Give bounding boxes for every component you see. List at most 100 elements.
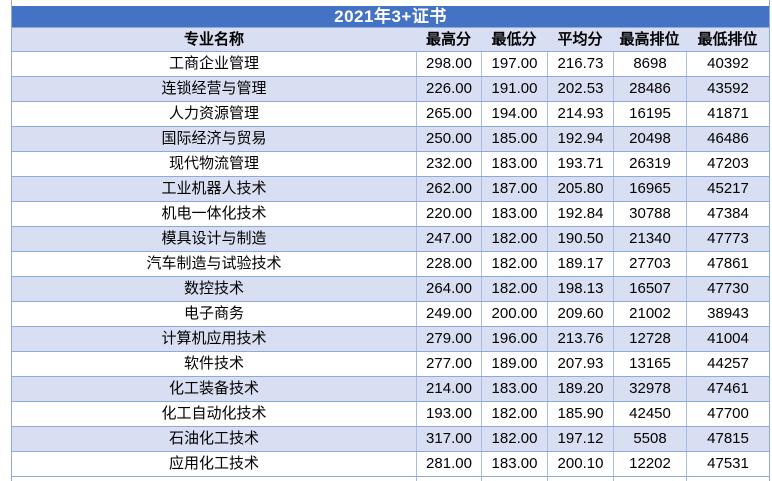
cell-highest-rank: 16965 xyxy=(613,177,686,201)
cell-lowest-rank: 47773 xyxy=(686,227,769,251)
table-row: 化工装备技术 214.00 183.00 189.20 32978 47461 xyxy=(12,377,769,402)
cell-avg-score: 190.50 xyxy=(547,227,613,251)
cell-lowest-rank: 41004 xyxy=(686,327,769,351)
cell-avg-score: 189.20 xyxy=(547,377,613,401)
cell-min-score: 183.00 xyxy=(481,377,547,401)
cell-avg-score: 198.13 xyxy=(547,277,613,301)
cell-highest-rank: 13165 xyxy=(613,352,686,376)
cell-max-score: 279.00 xyxy=(416,327,481,351)
cell-highest-rank: 30788 xyxy=(613,202,686,226)
cell-max-score: 317.00 xyxy=(416,427,481,451)
table-row: 化工自动化技术 193.00 182.00 185.90 42450 47700 xyxy=(12,402,769,427)
cell-max-score: 193.00 xyxy=(416,402,481,426)
cell-highest-rank: 12202 xyxy=(613,452,686,476)
cell-min-score: 182.00 xyxy=(481,227,547,251)
cell-max-score: 232.00 xyxy=(416,152,481,176)
cell-min-score: 200.00 xyxy=(481,302,547,326)
cell-avg-score: 192.94 xyxy=(547,127,613,151)
cell-min-score: 182.00 xyxy=(481,277,547,301)
cell-avg-score: 200.10 xyxy=(547,452,613,476)
cell-highest-rank: 32978 xyxy=(613,377,686,401)
cell-lowest-rank: 46486 xyxy=(686,127,769,151)
cell-min-score: 189.00 xyxy=(481,352,547,376)
cell-max-score: 262.00 xyxy=(416,177,481,201)
cell-avg-score: 192.84 xyxy=(547,202,613,226)
cell-lowest-rank: 47730 xyxy=(686,277,769,301)
cell-major-name: 人力资源管理 xyxy=(168,105,259,122)
cell-major-name: 工业机器人技术 xyxy=(161,180,267,197)
header-highest-rank: 最高排位 xyxy=(619,31,680,48)
cell-major-name: 电子商务 xyxy=(183,305,244,322)
cell-highest-rank: 28486 xyxy=(613,77,686,101)
cell-avg-score: 207.93 xyxy=(547,352,613,376)
cell-avg-score: 193.71 xyxy=(547,152,613,176)
cell-min-score: 191.00 xyxy=(481,77,547,101)
cell-min-score: 197.00 xyxy=(481,52,547,76)
cell-min-score: 187.00 xyxy=(481,177,547,201)
cell-avg-score: 209.60 xyxy=(547,302,613,326)
cell-major-name: 模具设计与制造 xyxy=(161,230,267,247)
cell-avg-score: 202.53 xyxy=(547,77,613,101)
cell-avg-score: 214.93 xyxy=(547,102,613,126)
table-title: 2021年3+证书 xyxy=(12,6,769,28)
cell-avg-score: 216.73 xyxy=(547,52,613,76)
cell-major-name: 连锁经营与管理 xyxy=(161,80,267,97)
cell-major-name: 现代物流管理 xyxy=(168,155,259,172)
cell-highest-rank: 8698 xyxy=(613,52,686,76)
cell-lowest-rank: 43592 xyxy=(686,77,769,101)
top-margin-strip xyxy=(12,0,769,6)
cell-highest-rank: 26319 xyxy=(613,152,686,176)
cell-max-score: 265.00 xyxy=(416,102,481,126)
cell-lowest-rank: 38943 xyxy=(686,302,769,326)
table-row: 国际经济与贸易 250.00 185.00 192.94 20498 46486 xyxy=(12,127,769,152)
cell-major-name: 化工自动化技术 xyxy=(161,405,267,422)
table-row: 工商企业管理 298.00 197.00 216.73 8698 40392 xyxy=(12,52,769,77)
cell-max-score: 220.00 xyxy=(416,202,481,226)
cell-max-score: 277.00 xyxy=(416,352,481,376)
cell-avg-score: 185.90 xyxy=(547,402,613,426)
cell-lowest-rank: 44257 xyxy=(686,352,769,376)
cell-min-score: 183.00 xyxy=(481,452,547,476)
cell-min-score: 182.00 xyxy=(481,427,547,451)
table-row: 汽车制造与试验技术 228.00 182.00 189.17 27703 47861 xyxy=(12,252,769,277)
table-row: 机电一体化技术 220.00 183.00 192.84 30788 47384 xyxy=(12,202,769,227)
cell-highest-rank: 21340 xyxy=(613,227,686,251)
table-row: 石油化工技术 317.00 182.00 197.12 5508 47815 xyxy=(12,427,769,452)
header-min-score: 最低分 xyxy=(491,31,537,48)
next-row-sliver xyxy=(12,477,769,481)
cell-min-score: 182.00 xyxy=(481,402,547,426)
table-row: 电子商务 249.00 200.00 209.60 21002 38943 xyxy=(12,302,769,327)
table-row: 数控技术 264.00 182.00 198.13 16507 47730 xyxy=(12,277,769,302)
cell-max-score: 249.00 xyxy=(416,302,481,326)
cell-min-score: 194.00 xyxy=(481,102,547,126)
table-row: 现代物流管理 232.00 183.00 193.71 26319 47203 xyxy=(12,152,769,177)
cell-highest-rank: 20498 xyxy=(613,127,686,151)
table-body: 工商企业管理 298.00 197.00 216.73 8698 40392 连锁经营与管理… xyxy=(12,52,769,477)
cell-lowest-rank: 47203 xyxy=(686,152,769,176)
cell-max-score: 247.00 xyxy=(416,227,481,251)
table-row: 模具设计与制造 247.00 182.00 190.50 21340 47773 xyxy=(12,227,769,252)
cell-highest-rank: 5508 xyxy=(613,427,686,451)
cell-lowest-rank: 40392 xyxy=(686,52,769,76)
header-lowest-rank: 最低排位 xyxy=(697,31,758,48)
cell-min-score: 183.00 xyxy=(481,152,547,176)
cell-avg-score: 213.76 xyxy=(547,327,613,351)
cell-major-name: 机电一体化技术 xyxy=(161,205,267,222)
cell-major-name: 工商企业管理 xyxy=(168,55,259,72)
cell-max-score: 228.00 xyxy=(416,252,481,276)
cell-major-name: 石油化工技术 xyxy=(168,430,259,447)
cell-max-score: 226.00 xyxy=(416,77,481,101)
cell-max-score: 298.00 xyxy=(416,52,481,76)
cell-highest-rank: 16507 xyxy=(613,277,686,301)
cell-highest-rank: 42450 xyxy=(613,402,686,426)
cell-max-score: 264.00 xyxy=(416,277,481,301)
cell-lowest-rank: 47700 xyxy=(686,402,769,426)
cell-avg-score: 205.80 xyxy=(547,177,613,201)
cell-major-name: 数控技术 xyxy=(183,280,244,297)
cell-major-name: 汽车制造与试验技术 xyxy=(146,255,282,272)
cell-avg-score: 189.17 xyxy=(547,252,613,276)
cell-major-name: 计算机应用技术 xyxy=(161,330,267,347)
table-row: 人力资源管理 265.00 194.00 214.93 16195 41871 xyxy=(12,102,769,127)
cell-lowest-rank: 45217 xyxy=(686,177,769,201)
cell-major-name: 化工装备技术 xyxy=(168,380,259,397)
